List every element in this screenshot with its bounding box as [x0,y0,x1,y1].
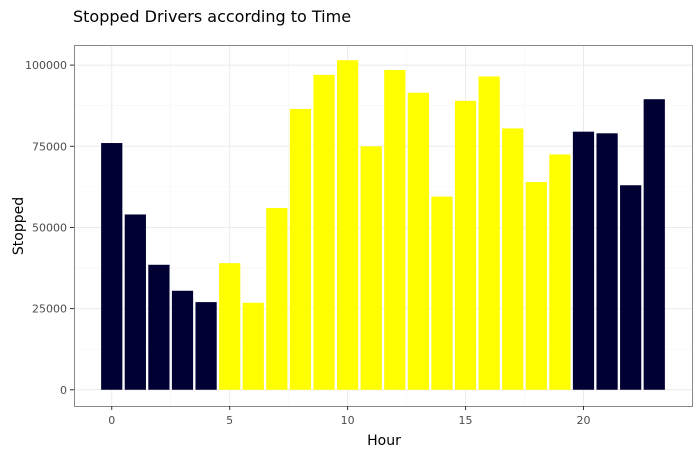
bar-hour-15 [454,100,477,390]
bar-hour-10 [337,60,359,390]
x-axis-title: Hour [367,433,401,449]
plot-panel-border [74,45,693,407]
bar-hour-5 [219,263,241,390]
bar-hour-1 [124,214,146,390]
y-axis-title: Stopped [11,197,27,255]
y-tick-label: 0 [60,384,67,397]
bar-hour-12 [384,69,406,390]
x-axis: 0 5 10 15 20 [108,406,590,427]
y-tick-label: 100000 [25,59,67,72]
x-tick-label: 15 [459,414,473,427]
x-tick-label: 20 [576,414,590,427]
bar-hour-8 [289,108,312,390]
bar-hour-20 [572,131,595,390]
bar-hour-18 [525,181,547,390]
bar-hour-9 [313,74,335,390]
y-tick-label: 75000 [32,140,67,153]
bar-hour-13 [407,92,429,390]
bar-hour-7 [266,207,288,390]
bar-hour-16 [478,76,500,390]
bar-hour-21 [596,133,618,390]
y-tick-label: 25000 [32,303,67,316]
x-tick-label: 0 [108,414,115,427]
bar-hour-23 [643,99,665,390]
bar-hour-14 [431,196,453,390]
bar-hour-3 [171,290,194,390]
y-axis: 0 25000 50000 75000 100000 [25,59,74,397]
bar-hour-4 [195,302,217,390]
y-tick-label: 50000 [32,221,67,234]
x-tick-label: 5 [226,414,233,427]
bar-hour-22 [620,185,642,390]
bar-hour-17 [502,128,524,390]
bar-hour-19 [549,154,571,390]
bar-hour-6 [242,302,264,390]
chart-title: Stopped Drivers according to Time [73,7,351,26]
bar-hour-11 [360,146,382,390]
bar-hour-2 [148,264,170,390]
x-tick-label: 10 [341,414,355,427]
bars [101,60,665,390]
bar-hour-0 [101,143,123,390]
